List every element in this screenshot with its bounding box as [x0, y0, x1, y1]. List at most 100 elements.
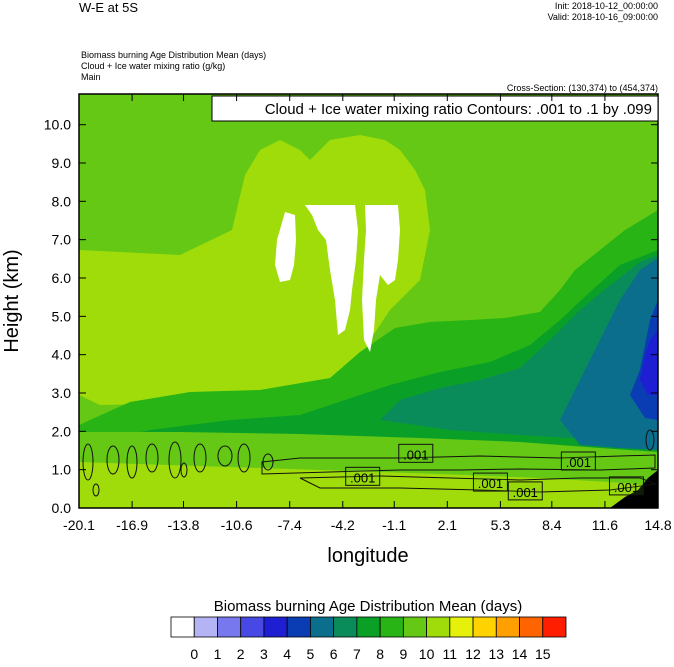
- contour-blob-1: [82, 443, 94, 481]
- colorbar-label: 14: [512, 646, 528, 662]
- colorbar-label: 11: [443, 646, 458, 662]
- field-region-11: [79, 135, 430, 405]
- colorbar-label: 7: [353, 646, 361, 662]
- colorbar-swatch: [426, 616, 451, 638]
- terrain: [610, 470, 658, 508]
- x-tick-label: -1.1: [382, 517, 406, 533]
- contour-blob-2: [106, 445, 120, 475]
- plot-title: W-E at 5S: [79, 0, 139, 15]
- colorbar-label: 5: [307, 646, 315, 662]
- contour-blob-11: [180, 462, 188, 478]
- contour-blob-6: [193, 443, 207, 473]
- x-tick-label: -7.4: [278, 517, 302, 533]
- colorbar-swatch: [472, 616, 497, 638]
- contour-label: .001: [398, 443, 434, 463]
- colorbar-swatch: [193, 616, 218, 638]
- contour-lower-band: [299, 475, 657, 493]
- axes: -20.1 -16.9 -13.8 -10.6 -7.4 -4.2 -1.1 2.1 5.3 8.…: [44, 94, 672, 533]
- colorbar-swatch: [495, 616, 520, 638]
- contour-label: .001: [345, 466, 381, 486]
- init-time: Init: 2018-10-12_00:00:00: [554, 1, 658, 11]
- contour-label: .001: [560, 451, 596, 471]
- contour-labels: .001 .001 .001 .001 .001 .001: [345, 443, 644, 501]
- colorbar-swatch: [263, 616, 288, 638]
- contour-label-text: .001: [614, 480, 639, 495]
- contour-label-box: [608, 476, 644, 496]
- contour-label-box: [345, 466, 381, 486]
- contour-label: .001: [507, 481, 543, 501]
- contour-blob-3: [126, 445, 138, 479]
- contour-title-box: [211, 95, 659, 122]
- colorbar-label: 2: [237, 646, 245, 662]
- x-tick-label: -4.2: [331, 517, 355, 533]
- plot-area: .001 .001 .001 .001 .001 .001: [79, 94, 658, 508]
- colorbar-swatch: [170, 616, 195, 638]
- x-tick-label: -16.9: [116, 517, 148, 533]
- x-tick-label: 2.1: [438, 517, 458, 533]
- y-tick-label: 3.0: [52, 385, 72, 401]
- y-tick-label: 5.0: [52, 308, 72, 324]
- colorbar-label: 15: [535, 646, 551, 662]
- contour-label-box: [560, 451, 596, 471]
- y-tick-label: 8.0: [52, 193, 72, 209]
- valid-time: Valid: 2018-10-16_09:00:00: [547, 12, 658, 22]
- contour-long-band: [261, 454, 656, 475]
- colorbar-label: 3: [260, 646, 268, 662]
- contour-label-box: [472, 472, 508, 492]
- colorbar-swatch: [519, 616, 544, 638]
- contour-blob-5: [168, 441, 182, 479]
- y-tick-label: 4.0: [52, 347, 72, 363]
- x-tick-label: 11.6: [592, 517, 618, 533]
- contour-blob-4: [145, 443, 159, 473]
- colorbar-swatch: [333, 616, 358, 638]
- white-region-1: [305, 205, 358, 335]
- contour-label-text: .001: [513, 485, 538, 500]
- colorbar: 0 1 2 3 4 5 6 7 8 9 10 11 12 13 14 15: [170, 616, 567, 662]
- field-region-4: [640, 330, 658, 395]
- colorbar-label: 12: [465, 646, 481, 662]
- y-tick-label: 6.0: [52, 270, 72, 286]
- y-tick-label: 10.0: [44, 117, 71, 133]
- colorbar-label: 6: [330, 646, 338, 662]
- contour-label-text: .001: [403, 447, 428, 462]
- field-label-cloud: Cloud + Ice water mixing ratio (g/kg): [81, 61, 226, 71]
- colorbar-swatch: [286, 616, 311, 638]
- colorbar-swatch: [217, 616, 242, 638]
- y-tick-label: 7.0: [52, 232, 72, 248]
- contour-blob-9: [262, 453, 274, 471]
- colorbar-label: 10: [419, 646, 435, 662]
- y-tick-label: 2.0: [52, 423, 72, 439]
- contour-label: .001: [472, 472, 508, 492]
- contour-label-text: .001: [350, 470, 375, 485]
- x-tick-label: 8.4: [542, 517, 562, 533]
- x-tick-label: 5.3: [491, 517, 511, 533]
- contour-blob-10: [92, 483, 100, 497]
- colorbar-swatch: [310, 616, 335, 638]
- y-axis-label: Height (km): [1, 249, 23, 352]
- colorbar-swatch: [449, 616, 474, 638]
- field-region-6: [560, 258, 658, 450]
- colorbar-title: Biomass burning Age Distribution Mean (d…: [214, 598, 522, 615]
- chart-title: Cloud + Ice water mixing ratio Contours:…: [265, 101, 652, 118]
- contour-blob-8: [237, 443, 251, 473]
- white-region-3: [275, 212, 296, 282]
- colorbar-label: 9: [399, 646, 407, 662]
- white-region-2: [362, 205, 400, 352]
- contour-blob-7: [217, 445, 233, 467]
- y-tick-label: 1.0: [52, 462, 72, 478]
- colorbar-label: 8: [376, 646, 384, 662]
- contour-label-box: [507, 481, 543, 501]
- x-tick-label: -20.1: [63, 517, 95, 533]
- x-tick-label: -13.8: [168, 517, 200, 533]
- cross-section-label: Cross-Section: (130,374) to (454,374): [506, 83, 658, 93]
- colorbar-swatch: [240, 616, 265, 638]
- x-axis-label: longitude: [327, 545, 408, 567]
- contour-label-text: .001: [478, 476, 503, 491]
- colorbar-swatch: [379, 616, 404, 638]
- contour-label-text: .001: [566, 455, 591, 470]
- cloud-contours: [82, 429, 657, 497]
- x-tick-label: 14.8: [644, 517, 671, 533]
- y-tick-label: 0.0: [52, 500, 72, 516]
- contour-label: .001: [608, 476, 644, 496]
